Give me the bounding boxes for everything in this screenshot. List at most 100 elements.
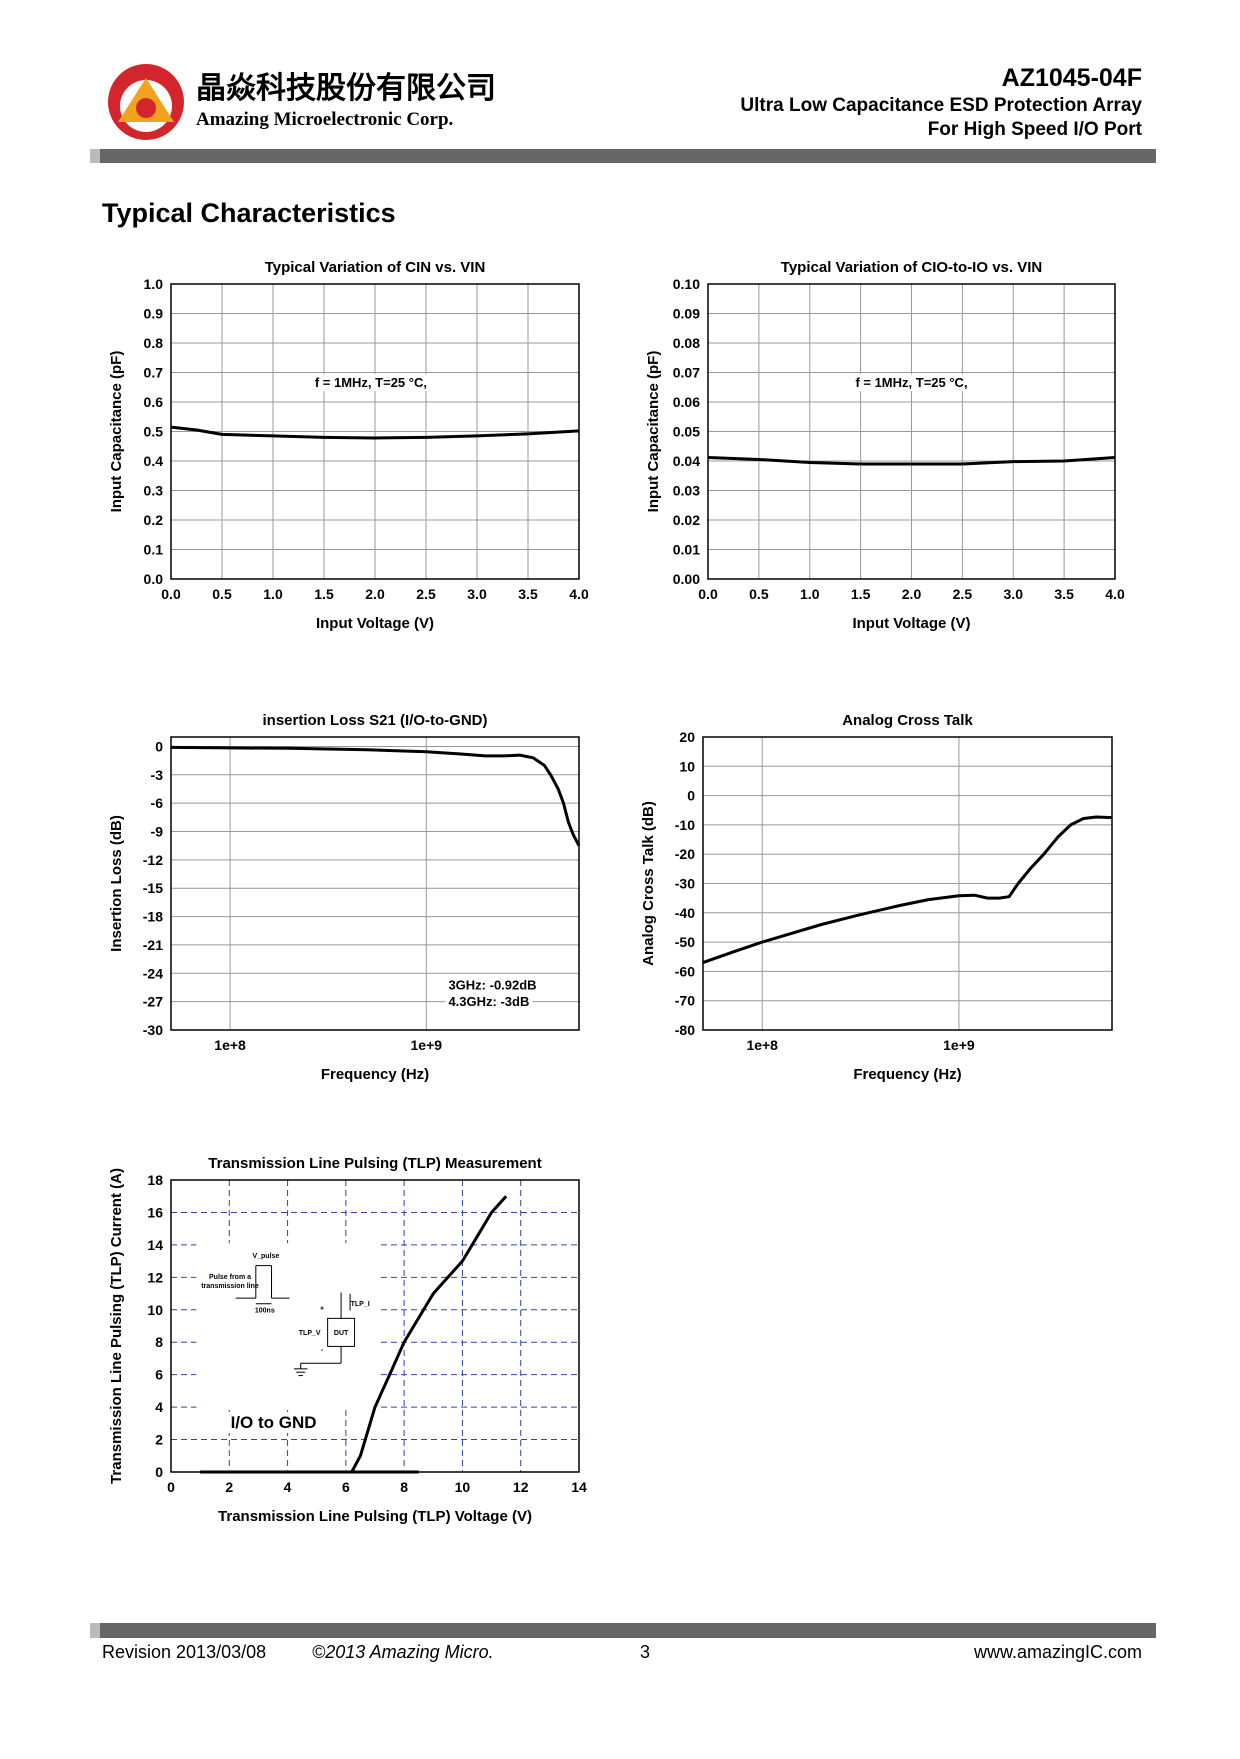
y-tick-label: 2 xyxy=(155,1432,163,1448)
x-tick-label: 1e+9 xyxy=(411,1037,443,1053)
y-tick-label: 0.3 xyxy=(144,483,164,499)
annotation: f = 1MHz, T=25 °C, xyxy=(315,375,427,390)
x-tick-label: 4 xyxy=(284,1479,292,1495)
annotation-bg xyxy=(445,993,533,1011)
x-tick-label: 1.0 xyxy=(263,586,283,602)
y-tick-label: -20 xyxy=(675,846,695,862)
x-tick-label: 1e+8 xyxy=(746,1037,778,1053)
part-number: AZ1045-04F xyxy=(1002,64,1142,92)
inset-label: V_pulse xyxy=(252,1253,279,1260)
x-tick-label: 0.0 xyxy=(698,586,718,602)
inset-label: 100ns xyxy=(255,1308,275,1315)
annotation: I/O to GND xyxy=(231,1413,317,1432)
data-line xyxy=(707,456,1116,466)
x-tick-label: 0.0 xyxy=(161,586,181,602)
y-tick-label: 10 xyxy=(679,758,695,774)
x-tick-label: 8 xyxy=(400,1479,408,1495)
y-tick-label: 0.9 xyxy=(144,306,164,322)
inset-label: - xyxy=(321,1347,324,1354)
x-tick-label: 3.0 xyxy=(467,586,487,602)
data-line xyxy=(200,1195,508,1474)
y-tick-label: -40 xyxy=(675,905,695,921)
x-axis-label: Input Voltage (V) xyxy=(316,615,434,632)
y-tick-label: -60 xyxy=(675,963,695,979)
y-tick-label: 6 xyxy=(155,1367,163,1383)
y-tick-label: 4 xyxy=(155,1399,163,1415)
data-line xyxy=(170,425,580,440)
subtitle: Ultra Low Capacitance ESD Protection Arr… xyxy=(740,95,1142,116)
y-tick-label: 0.09 xyxy=(673,306,700,322)
section-title: Typical Characteristics xyxy=(102,198,396,228)
annotation-bg xyxy=(852,374,971,392)
y-tick-label: -12 xyxy=(143,852,163,868)
y-tick-label: -9 xyxy=(151,824,164,840)
y-tick-label: 14 xyxy=(147,1237,163,1253)
y-tick-label: -3 xyxy=(151,767,164,783)
annotation: f = 1MHz, T=25 °C, xyxy=(855,375,967,390)
x-tick-label: 10 xyxy=(455,1479,471,1495)
x-tick-label: 14 xyxy=(571,1479,587,1495)
y-tick-label: 0.7 xyxy=(144,365,164,381)
y-tick-label: 0.06 xyxy=(673,394,700,410)
y-tick-label: -18 xyxy=(143,909,163,925)
data-line xyxy=(170,745,581,847)
x-tick-label: 2.0 xyxy=(902,586,922,602)
footer-copyright: ©2013 Amazing Micro. xyxy=(312,1642,494,1662)
y-tick-label: 0.4 xyxy=(144,453,164,469)
data-line xyxy=(702,815,1113,965)
y-tick-label: 0 xyxy=(155,1464,163,1480)
y-tick-label: -24 xyxy=(143,965,163,981)
inset-box xyxy=(196,1243,380,1409)
x-axis-label: Transmission Line Pulsing (TLP) Voltage … xyxy=(218,1508,532,1525)
x-tick-label: 2 xyxy=(225,1479,233,1495)
annotation-bg xyxy=(445,976,540,994)
chart-title: Typical Variation of CIO-to-IO vs. VIN xyxy=(781,259,1042,276)
y-tick-label: 0.10 xyxy=(673,276,700,292)
annotation-bg xyxy=(311,374,430,392)
chart-title: insertion Loss S21 (I/O-to-GND) xyxy=(262,712,487,729)
x-axis-label: Frequency (Hz) xyxy=(321,1066,429,1083)
y-tick-label: 0.07 xyxy=(673,365,700,381)
annotation: 4.3GHz: -3dB xyxy=(448,994,529,1009)
chart-title: Typical Variation of CIN vs. VIN xyxy=(265,259,486,276)
chart-title: Analog Cross Talk xyxy=(842,712,973,729)
x-tick-label: 0.5 xyxy=(212,586,232,602)
y-tick-label: 0.05 xyxy=(673,424,700,440)
y-tick-label: -30 xyxy=(675,876,695,892)
y-axis-label: Transmission Line Pulsing (TLP) Current … xyxy=(108,1168,125,1484)
y-tick-label: 0.2 xyxy=(144,512,164,528)
y-tick-label: 0.08 xyxy=(673,335,700,351)
company-en: Amazing Microelectronic Corp. xyxy=(196,109,453,130)
x-tick-label: 2.5 xyxy=(953,586,973,602)
logo-dot xyxy=(136,98,156,118)
y-tick-label: -21 xyxy=(143,937,163,953)
x-tick-label: 12 xyxy=(513,1479,529,1495)
x-tick-label: 2.0 xyxy=(365,586,385,602)
footer-bar-end xyxy=(90,1623,100,1638)
y-tick-label: 0.04 xyxy=(673,453,700,469)
inset-label: DUT xyxy=(334,1330,349,1337)
y-tick-label: -6 xyxy=(151,795,164,811)
annotation-bg xyxy=(227,1412,320,1434)
y-tick-label: 0.0 xyxy=(144,571,164,587)
logo xyxy=(108,64,184,140)
x-tick-label: 0.5 xyxy=(749,586,769,602)
x-axis-label: Frequency (Hz) xyxy=(853,1066,961,1083)
footer-page: 3 xyxy=(640,1642,650,1662)
y-tick-label: 1.0 xyxy=(144,276,164,292)
y-tick-label: 20 xyxy=(679,729,695,745)
header-bar-end xyxy=(90,149,100,163)
company-cn: 晶焱科技股份有限公司 xyxy=(196,72,496,105)
y-tick-label: 0.02 xyxy=(673,512,700,528)
inset-label: TLP_V xyxy=(299,1330,321,1337)
x-tick-label: 4.0 xyxy=(1105,586,1125,602)
footer-revision: Revision 2013/03/08 xyxy=(102,1642,266,1662)
chart-title: Transmission Line Pulsing (TLP) Measurem… xyxy=(208,1155,541,1172)
y-tick-label: -27 xyxy=(143,994,163,1010)
x-tick-label: 1.0 xyxy=(800,586,820,602)
y-tick-label: 0.1 xyxy=(144,542,164,558)
inset-label: + xyxy=(320,1305,324,1312)
y-tick-label: 0.8 xyxy=(144,335,164,351)
y-axis-label: Insertion Loss (dB) xyxy=(108,815,125,952)
